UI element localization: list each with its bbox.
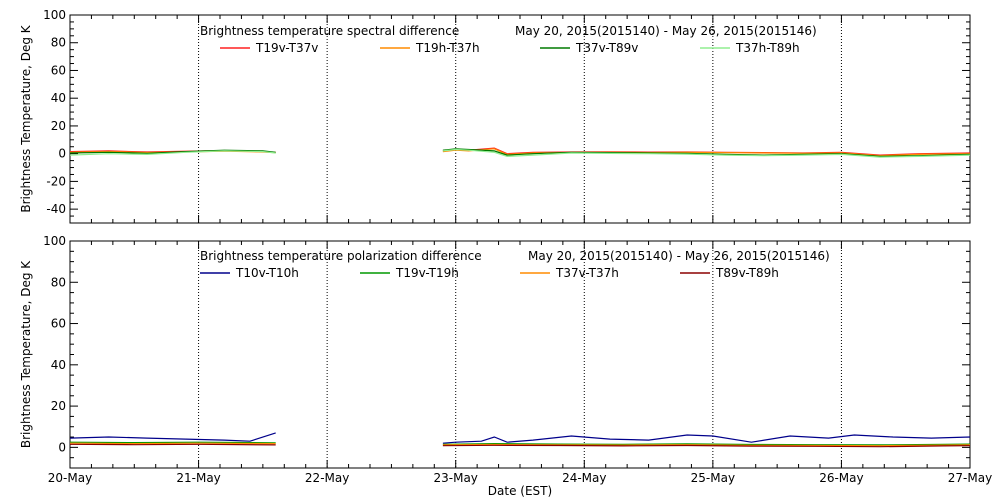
chart-title: Brightness temperature spectral differen… [200, 24, 459, 38]
y-axis-label: Brightness Temperature, Deg K [19, 260, 33, 448]
x-tick-label: 22-May [305, 471, 349, 485]
y-tick-label: 0 [58, 440, 66, 454]
plot-frame [69, 240, 971, 469]
x-tick-label: 25-May [691, 471, 735, 485]
series-line-T10v-T10h [69, 432, 276, 442]
legend-label: T19h-T37h [415, 41, 480, 55]
y-tick-label: 60 [51, 317, 66, 331]
x-tick-label: 26-May [819, 471, 863, 485]
y-tick-label: -40 [46, 202, 66, 216]
x-axis-label: Date (EST) [488, 484, 552, 498]
x-tick-label: 21-May [176, 471, 220, 485]
series-line-T37v-T89v [442, 148, 971, 158]
legend-label: T10v-T10h [235, 266, 299, 280]
series-line-T19v-T19h [69, 441, 276, 444]
y-tick-label: 20 [51, 399, 66, 413]
chart-title: Brightness temperature polarization diff… [200, 249, 482, 263]
legend-label: T37h-T89h [735, 41, 800, 55]
y-tick-label: 40 [51, 358, 66, 372]
y-tick-label: 80 [51, 275, 66, 289]
chart-date-range: May 20, 2015(2015140) - May 26, 2015(201… [528, 249, 830, 263]
y-tick-label: 40 [51, 91, 66, 105]
x-tick-label: 20-May [48, 471, 92, 485]
chart-panel-1: -40 -20 0 20 40 60 80 100 Brightness Temperature… [19, 8, 971, 224]
y-tick-label: 0 [58, 147, 66, 161]
series-line-T37h-T89h [69, 150, 276, 156]
series-line-T10v-T10h [442, 434, 971, 444]
y-tick-label: -20 [46, 174, 66, 188]
x-tick-label: 27-May [948, 471, 992, 485]
legend-label: T89v-T89h [715, 266, 779, 280]
y-tick-label: 100 [43, 8, 66, 22]
x-tick-label: 23-May [434, 471, 478, 485]
y-tick-label: 80 [51, 36, 66, 50]
legend-label: T37v-T89v [575, 41, 638, 55]
y-tick-label: 100 [43, 234, 66, 248]
series-line-T19v-T19h [442, 442, 971, 446]
plot-frame [69, 14, 971, 224]
y-tick-label: 20 [51, 119, 66, 133]
chart-date-range: May 20, 2015(2015140) - May 26, 2015(201… [515, 24, 817, 38]
series-line-T37v-T37h [442, 443, 971, 447]
series-line-T37h-T89h [442, 148, 971, 158]
series-line-T89v-T89h [69, 443, 276, 446]
y-axis-label: Brightness Temperature, Deg K [19, 24, 33, 212]
series-line-T37v-T89v [69, 149, 276, 154]
chart-panel-2: 0 20 40 60 80 100 Brightness Temperature, Deg … [19, 234, 992, 498]
series-line-T89v-T89h [442, 444, 971, 448]
legend-label: T19v-T37v [255, 41, 318, 55]
legend-label: T19v-T19h [395, 266, 459, 280]
y-tick-label: 60 [51, 63, 66, 77]
x-tick-label: 24-May [562, 471, 606, 485]
legend-label: T37v-T37h [555, 266, 619, 280]
